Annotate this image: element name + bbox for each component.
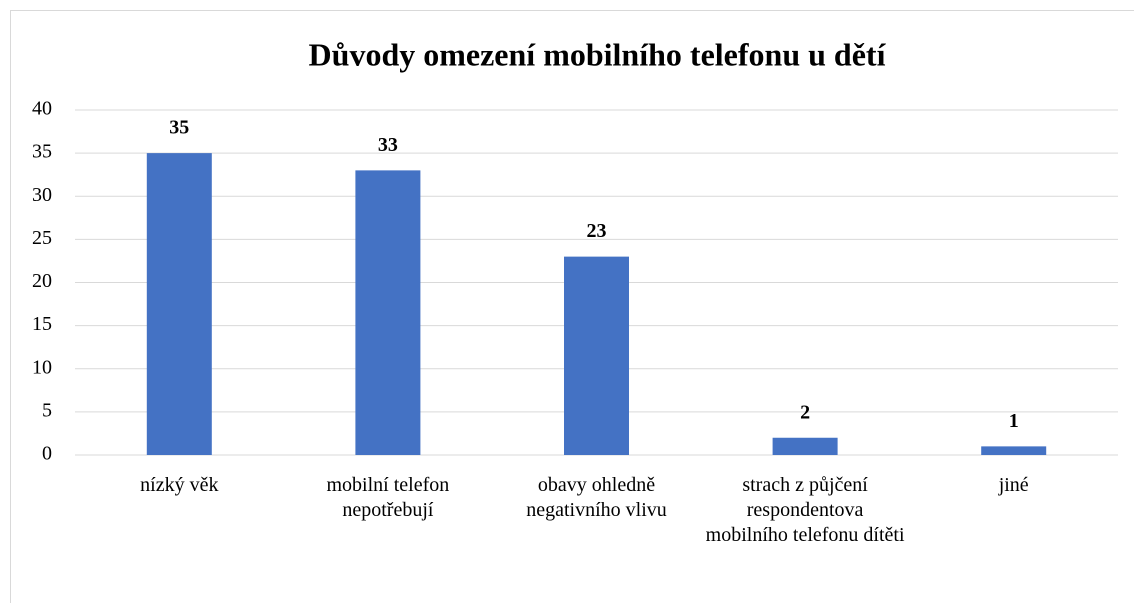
bar [564, 256, 629, 455]
x-tick-label: strach z půjčení respondentova mobilního… [705, 474, 905, 546]
chart-title: Důvody omezení mobilního telefonu u dětí [309, 36, 887, 72]
y-tick-label: 25 [32, 227, 52, 249]
y-tick-label: 5 [42, 399, 52, 421]
y-tick-label: 20 [32, 270, 52, 292]
y-tick-label: 10 [32, 356, 52, 378]
data-label: 35 [169, 117, 189, 139]
y-tick-label: 35 [32, 141, 52, 163]
x-tick-label: nízký věk [140, 474, 219, 496]
y-tick-label: 15 [32, 313, 52, 335]
x-tick-label: obavy ohledně negativního vlivu [526, 474, 667, 521]
data-label: 33 [378, 134, 398, 156]
bar [981, 446, 1047, 455]
data-label: 1 [1009, 410, 1019, 432]
bar [772, 437, 838, 455]
bar [355, 170, 421, 455]
data-label: 2 [800, 401, 810, 423]
x-tick-label: jiné [998, 474, 1029, 496]
y-tick-label: 0 [42, 443, 52, 465]
chart-frame [10, 10, 1134, 603]
y-tick-label: 40 [32, 98, 52, 120]
bar [146, 153, 212, 455]
data-label: 23 [587, 220, 607, 242]
x-tick-label: mobilní telefon nepotřebují [326, 474, 450, 521]
y-tick-label: 30 [32, 184, 52, 206]
